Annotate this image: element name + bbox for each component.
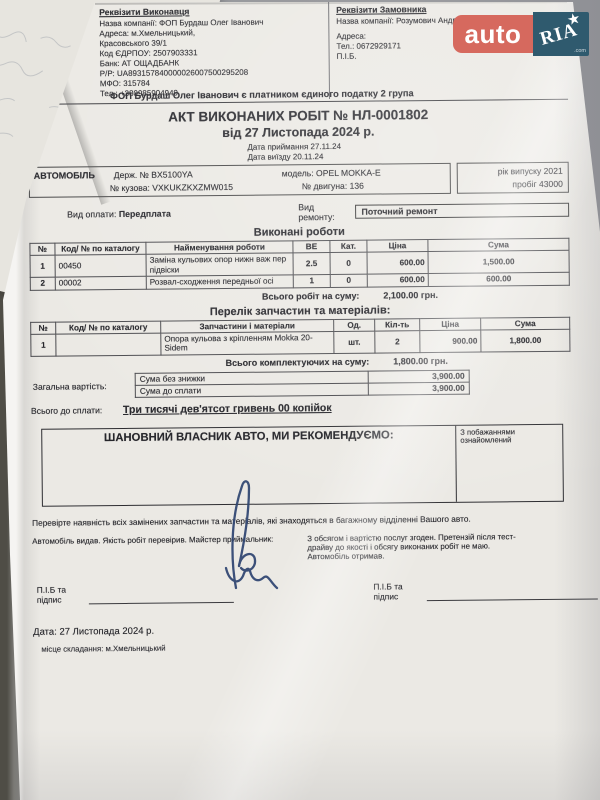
col-ve: ВЕ [292, 240, 331, 253]
work-price: 600.00 [367, 273, 429, 287]
vehicle-section: АВТОМОБІЛЬ Держ. № BX5100YA модель: OPEL… [28, 161, 569, 198]
ria-logo: ★ RIA .com [533, 12, 589, 56]
col-num: № [29, 243, 56, 256]
payment-value: Передплата [118, 208, 171, 220]
vehicle-body-number: № кузова: VXKUKZKXZMW015 [109, 181, 234, 193]
work-num: 2 [30, 277, 56, 290]
pib-right: П.І.Б та підпис [373, 580, 599, 602]
part-unit: шт. [333, 330, 375, 353]
payment-section: Вид оплати: Передплата Вид ремонту: Пото… [29, 200, 570, 225]
work-name: Заміна кульових опор нижн важ пер підвіс… [146, 252, 294, 277]
act-dates: Дата приймання 27.11.24 Дата виїзду 20.1… [247, 142, 377, 162]
total-row-label: Сума до сплати [135, 382, 369, 397]
total-row-value: 3,900.00 [368, 369, 470, 383]
work-cat: 0 [330, 274, 368, 287]
signature-lines: П.І.Б та підпис П.І.Б та підпис [33, 580, 599, 605]
ria-text: RIA [537, 19, 580, 50]
part-sum: 1,800.00 [480, 328, 570, 352]
handover-right-text: З обсягом і вартістю послуг згоден. Прет… [307, 531, 516, 562]
grand-total-label: Загальна вартість: [32, 380, 107, 392]
vehicle-year: рік випуску 2021 [497, 165, 563, 177]
footer-place: місце складання: м.Хмельницький [41, 643, 166, 654]
payment-label: Вид оплати: [67, 209, 117, 220]
parts-total-value: 1,800.00 грн. [393, 355, 448, 366]
part-code [55, 332, 161, 356]
parts-table: № Код/ № по каталогу Запчастини і матері… [30, 316, 570, 356]
vehicle-box: АВТОМОБІЛЬ Держ. № BX5100YA модель: OPEL… [28, 162, 451, 198]
grand-total-section: Загальна вартість: Сума без знижки 3,900… [31, 368, 571, 398]
handover-section: Автомобіль видав. Якість робіт перевірив… [32, 531, 572, 564]
works-total-value: 2,100.00 грн. [383, 289, 439, 300]
work-sum: 600.00 [428, 272, 570, 287]
spacer [34, 182, 110, 195]
to-pay-words: Три тисячі дев'ятсот гривень 00 копійок [122, 401, 332, 416]
total-row: Сума до сплати 3,900.00 [135, 381, 470, 397]
works-total: Всього робіт на суму: 2,100.00 грн. [30, 288, 570, 303]
work-code: 00450 [55, 254, 147, 278]
work-name: Розвал-сходження передньої осі [146, 274, 294, 289]
part-price: 900.00 [419, 329, 481, 353]
col-num: № [30, 321, 56, 334]
col-code: Код/ № по каталогу [54, 242, 147, 256]
auto-logo: auto [453, 15, 533, 53]
autoria-watermark: auto ★ RIA .com [453, 12, 589, 56]
repair-label: Вид ремонту: [298, 202, 335, 223]
part-qty: 2 [374, 330, 420, 353]
signature-line [426, 590, 599, 602]
grand-total-table: Сума без знижки 3,900.00 Сума до сплати … [135, 369, 470, 397]
signature-line [89, 594, 234, 605]
date-released: Дата виїзду 20.11.24 [247, 151, 324, 162]
col-price: Ціна [419, 317, 481, 331]
repair-value: Поточний ремонт [355, 202, 570, 219]
repair-type: Вид ремонту: Поточний ремонт [298, 200, 570, 223]
parts-total: Всього комплектуючих на суму: 1,800.00 г… [31, 354, 571, 369]
works-total-label: Всього робіт на суму: [261, 290, 360, 302]
executor-title: Реквізити Виконавця [99, 6, 190, 18]
ria-com-text: .com [574, 48, 586, 54]
pib-left-label: П.І.Б та підпис [36, 584, 67, 605]
pib-right-label: П.І.Б та підпис [373, 581, 403, 602]
total-row-value: 3,900.00 [368, 381, 470, 395]
recommendation-ack: З побажаннями ознайомлений [455, 424, 563, 502]
signature-scribble [224, 480, 279, 590]
vehicle-model: модель: OPEL MOKKA-E [281, 167, 381, 179]
header-divider [328, 2, 331, 99]
col-price: Ціна [366, 239, 429, 253]
col-sum: Сума [480, 316, 570, 330]
executor-block: Реквізити Виконавця Назва компанії: ФОП … [99, 5, 325, 99]
check-note: Перевірте наявність всіх замінених запча… [32, 513, 471, 528]
tax-note: ФОП Бурдаш Олег Іванович є платником єди… [109, 88, 414, 102]
part-name: Опора кульова з кріпленням Mokka 20- Sid… [160, 330, 334, 355]
work-num: 1 [30, 255, 56, 278]
col-qty: Кіл-ть [374, 318, 420, 331]
work-price: 600.00 [367, 251, 429, 275]
amount-in-words-row: Всього до сплати: Три тисячі дев'ятсот г… [31, 399, 571, 416]
act-document: Реквізити Виконавця Назва компанії: ФОП … [27, 2, 599, 654]
work-sum: 1,500.00 [428, 250, 570, 274]
vehicle-row-2: № кузова: VXKUKZKXZMW015 № двигуна: 136 [34, 178, 446, 194]
part-num: 1 [30, 333, 56, 356]
parts-total-label: Всього комплектуючих на суму: [225, 356, 370, 368]
work-code: 00002 [55, 276, 147, 290]
vehicle-year-mileage-box: рік випуску 2021 пробіг 43000 [456, 161, 569, 194]
work-ve: 1 [293, 274, 331, 288]
col-cat: Кат. [329, 240, 368, 253]
to-pay-label: Всього до сплати: [30, 404, 103, 416]
vehicle-engine-number: № двигуна: 136 [301, 180, 364, 191]
col-unit: Од. [333, 318, 375, 331]
works-table: № Код/ № по каталогу Найменування роботи… [29, 238, 570, 291]
parts-row: 1 Опора кульова з кріпленням Mokka 20- S… [30, 328, 570, 356]
act-date: від 27 Листопада 2024 р. [222, 124, 375, 141]
work-ve: 2.5 [293, 252, 331, 275]
vehicle-mileage: пробіг 43000 [512, 178, 563, 189]
payment-type: Вид оплати: Передплата [29, 207, 298, 220]
col-code: Код/ № по каталогу [55, 320, 161, 334]
work-cat: 0 [330, 252, 368, 275]
footer-date: Дата: 27 Листопада 2024 р. [33, 625, 155, 638]
vehicle-label: АВТОМОБІЛЬ [33, 170, 95, 181]
recommendation-box: ШАНОВНИЙ ВЛАСНИК АВТО, МИ РЕКОМЕНДУЄМО: … [41, 423, 564, 507]
